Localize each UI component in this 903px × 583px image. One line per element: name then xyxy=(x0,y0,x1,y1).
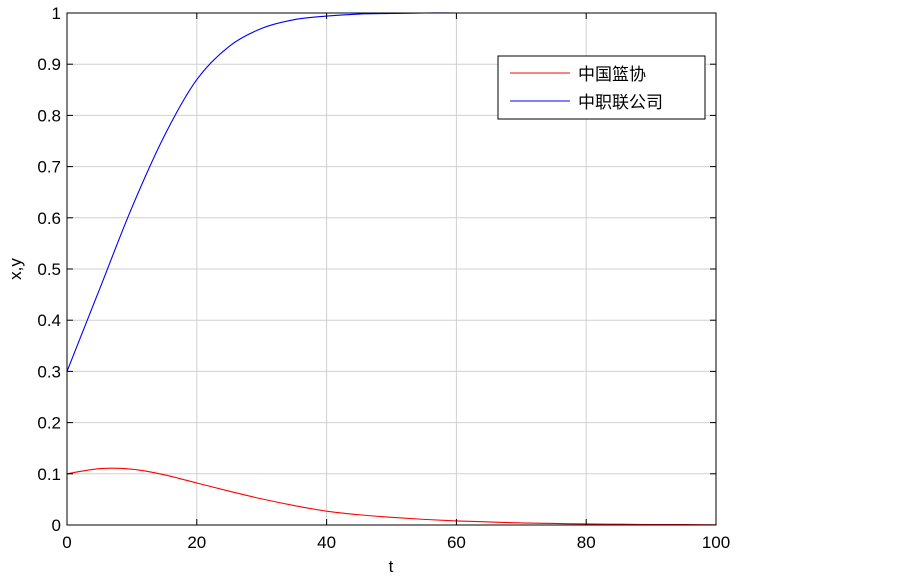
y-tick-label: 0.9 xyxy=(37,55,61,74)
y-axis-label: x,y xyxy=(6,258,25,280)
legend-label-1: 中职联公司 xyxy=(578,93,663,112)
y-tick-label: 0.5 xyxy=(37,260,61,279)
x-tick-label: 40 xyxy=(317,533,336,552)
legend-box xyxy=(497,55,706,120)
series-line-0 xyxy=(66,467,717,526)
x-tick-label: 0 xyxy=(62,533,71,552)
y-tick-label: 0 xyxy=(52,516,61,535)
y-tick-label: 0.2 xyxy=(37,414,61,433)
legend: 中国篮协 中职联公司 xyxy=(497,55,706,120)
y-tick-label: 1 xyxy=(52,4,61,23)
y-tick-label: 0.1 xyxy=(37,465,61,484)
legend-label-0: 中国篮协 xyxy=(578,65,646,84)
ticks: 0 20 40 60 80 100 0 0.1 0.2 0.3 0.4 0.5 0.6 0.7 0.8 0.9… xyxy=(37,4,730,552)
x-tick-label: 20 xyxy=(187,533,206,552)
y-tick-label: 0.6 xyxy=(37,209,61,228)
y-tick-label: 0.7 xyxy=(37,158,61,177)
x-tick-label: 100 xyxy=(702,533,730,552)
x-axis-label: t xyxy=(389,557,394,576)
y-tick-label: 0.4 xyxy=(37,311,61,330)
x-tick-label: 60 xyxy=(447,533,466,552)
y-tick-label: 0.8 xyxy=(37,106,61,125)
y-tick-label: 0.3 xyxy=(37,362,61,381)
x-tick-label: 80 xyxy=(577,533,596,552)
